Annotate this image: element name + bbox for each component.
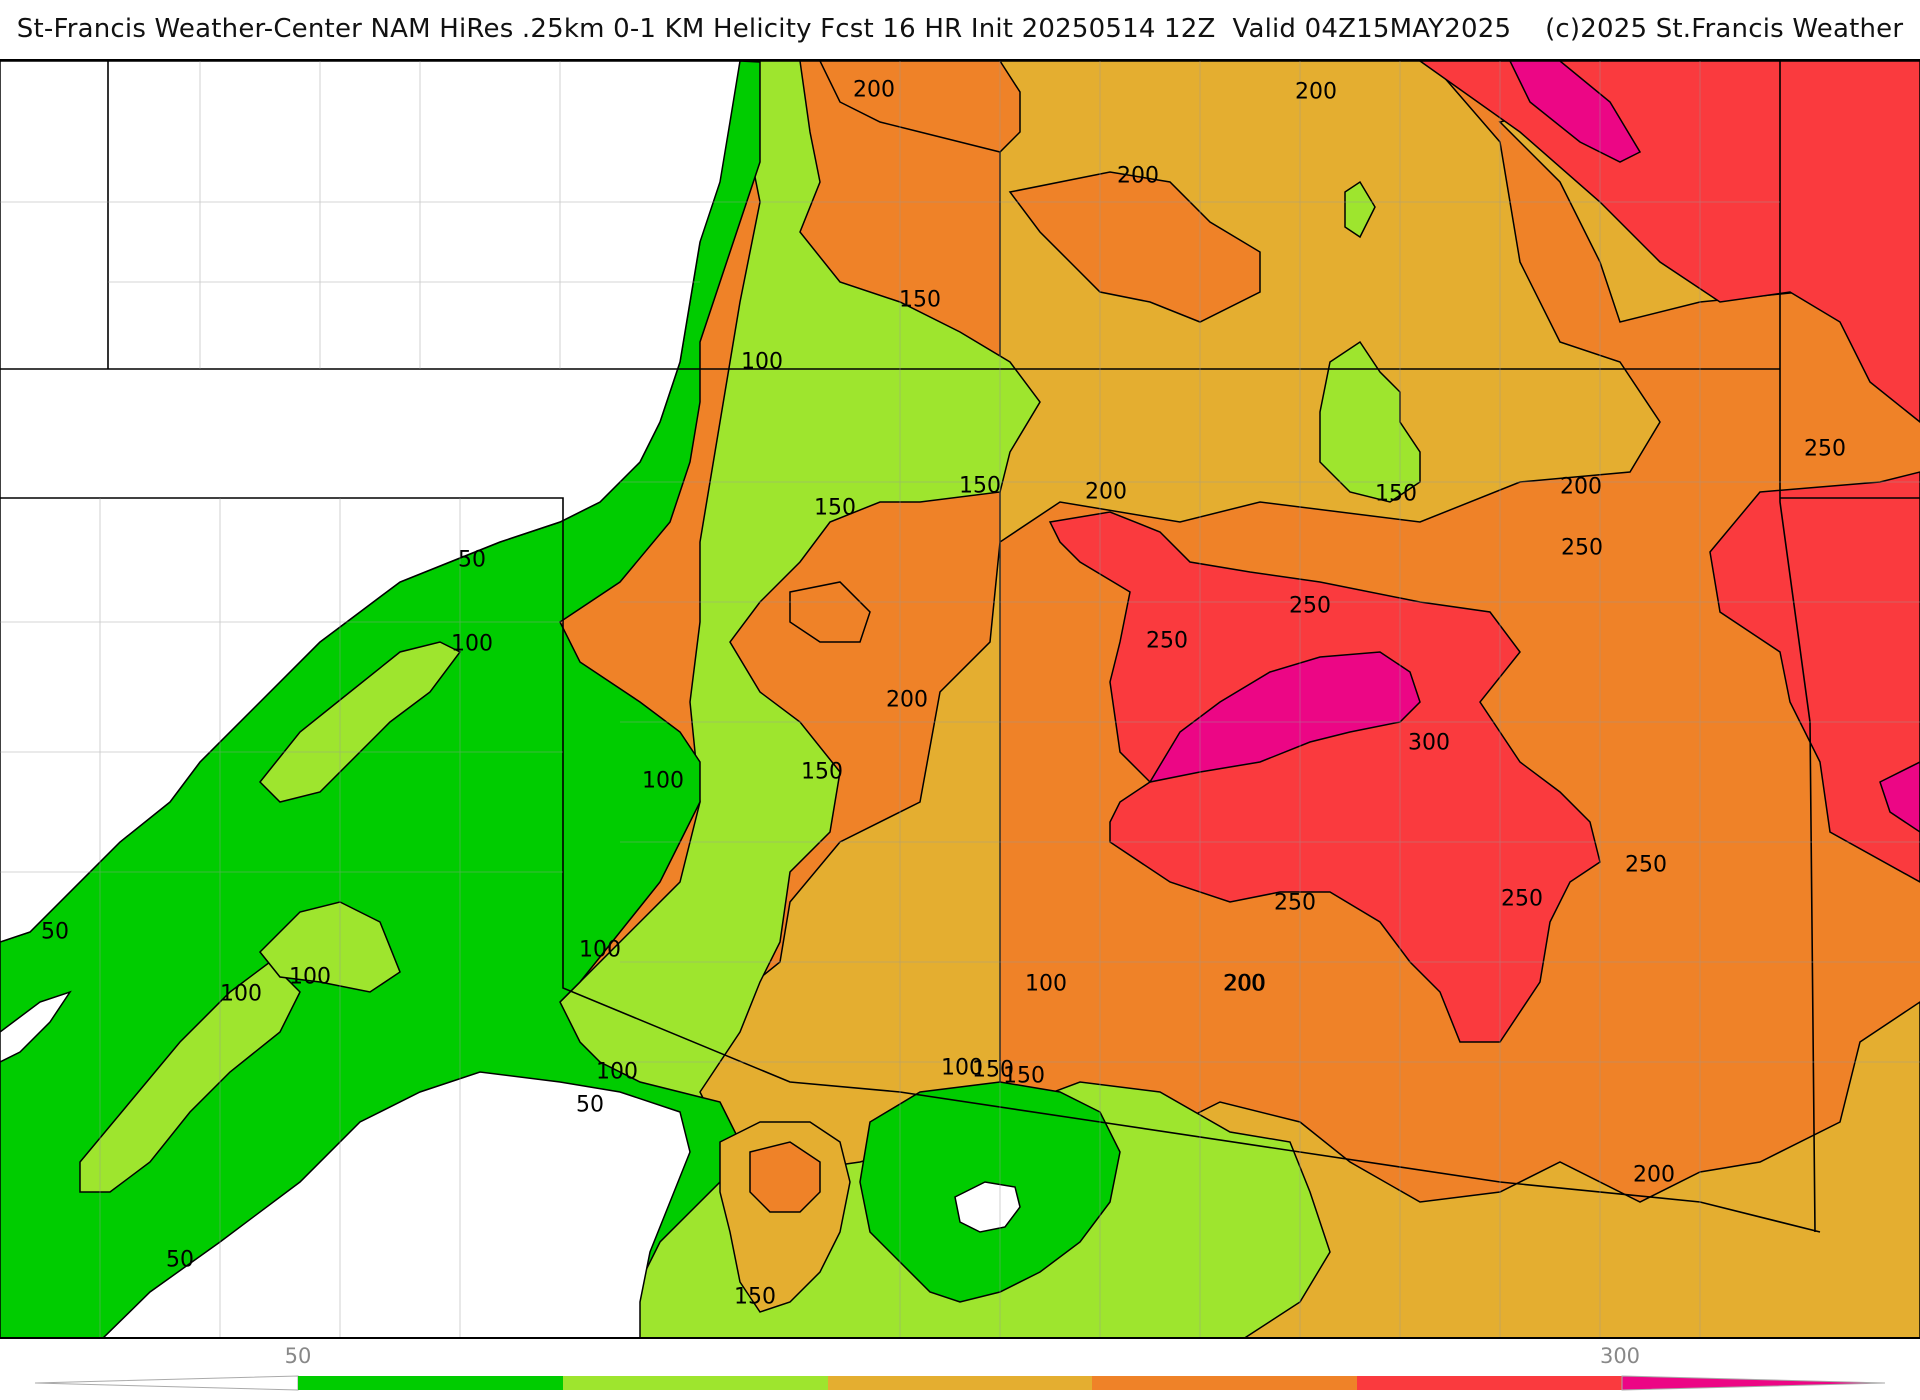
contour-label: 200 [1295,80,1337,105]
contour-label: 250 [1625,853,1667,878]
contour-label: 200 [1633,1163,1675,1188]
field-200-250-cell-1 [1008,171,1261,323]
colorbar-segment [34,1375,299,1391]
contour-label: 150 [1003,1064,1045,1089]
contour-label: 100 [579,938,621,963]
field-200-250-south-cell [749,1141,821,1213]
colorbar-tick-300: 300 [1599,1344,1641,1368]
contour-label: 150 [959,474,1001,499]
field-300-plus-east [1879,761,1920,833]
contour-label: 50 [166,1248,194,1273]
contour-label: 100 [741,350,783,375]
contour-label: 100 [596,1060,638,1085]
contour-label: 50 [576,1093,604,1118]
contour-label: 100 [289,965,331,990]
contour-label: 50 [41,920,69,945]
helicity-map: 200 200 200 150 100 50 100 100 150 150 200 150 250 25… [0,59,1920,1339]
contour-label: 150 [1375,482,1417,507]
contour-label: 50 [458,548,486,573]
contour-label: 200 [1224,972,1266,997]
contour-label: 150 [972,1058,1014,1083]
contour-label: 200 [1117,164,1159,189]
colorbar-segment [563,1376,828,1390]
field-below-50-nw [0,61,741,943]
contour-label: 250 [1274,891,1316,916]
contour-label: 200 [1223,972,1265,997]
contour-label: 100 [941,1056,983,1081]
contour-label: 100 [642,769,684,794]
contour-label: 250 [1501,887,1543,912]
contour-label: 250 [1561,536,1603,561]
contour-label: 200 [1560,475,1602,500]
field-below-50-notch [0,990,72,1063]
field-below-50-hole [954,1181,1021,1233]
field-300-plus-north [1509,61,1642,163]
contour-label: 250 [1804,437,1846,462]
contour-label: 100 [220,982,262,1007]
field-100-150-nw-cell [258,641,462,803]
field-100-150-cell-3 [1344,180,1376,239]
field-250-300-ne [1418,61,1920,423]
contour-label: 250 [1146,629,1188,654]
contour-label: 200 [853,78,895,103]
colorbar [34,1375,1886,1391]
contour-label: 150 [801,760,843,785]
contour-label: 150 [734,1285,776,1310]
colorbar-tick-50: 50 [284,1344,312,1368]
map-title: St-Francis Weather-Center NAM HiRes .25k… [16,14,1904,44]
field-300-plus-central [1148,651,1421,784]
field-below-50-sw [103,1071,691,1337]
colorbar-segment [1092,1376,1357,1390]
field-200-250-cell-3 [789,581,871,643]
contour-label: 200 [886,688,928,713]
colorbar-segment [1621,1375,1886,1391]
field-100-150-cell-2 [1319,340,1421,503]
colorbar-segment [1357,1376,1622,1390]
contour-label: 300 [1408,731,1450,756]
field-100-150-west-strip [79,961,301,1193]
colorbar-segment [298,1376,563,1390]
field-100-150-west-cell [258,901,401,993]
contour-label: 100 [451,632,493,657]
colorbar-segment [828,1376,1092,1390]
contour-label: 200 [1085,480,1127,505]
contour-label: 100 [1025,972,1067,997]
contour-label: 150 [814,496,856,521]
contour-label: 150 [899,288,941,313]
county-grid [0,61,1920,1337]
field-250-300-east [1709,471,1920,883]
contour-label: 250 [1289,594,1331,619]
field-200-250-cell-2 [819,61,1021,153]
